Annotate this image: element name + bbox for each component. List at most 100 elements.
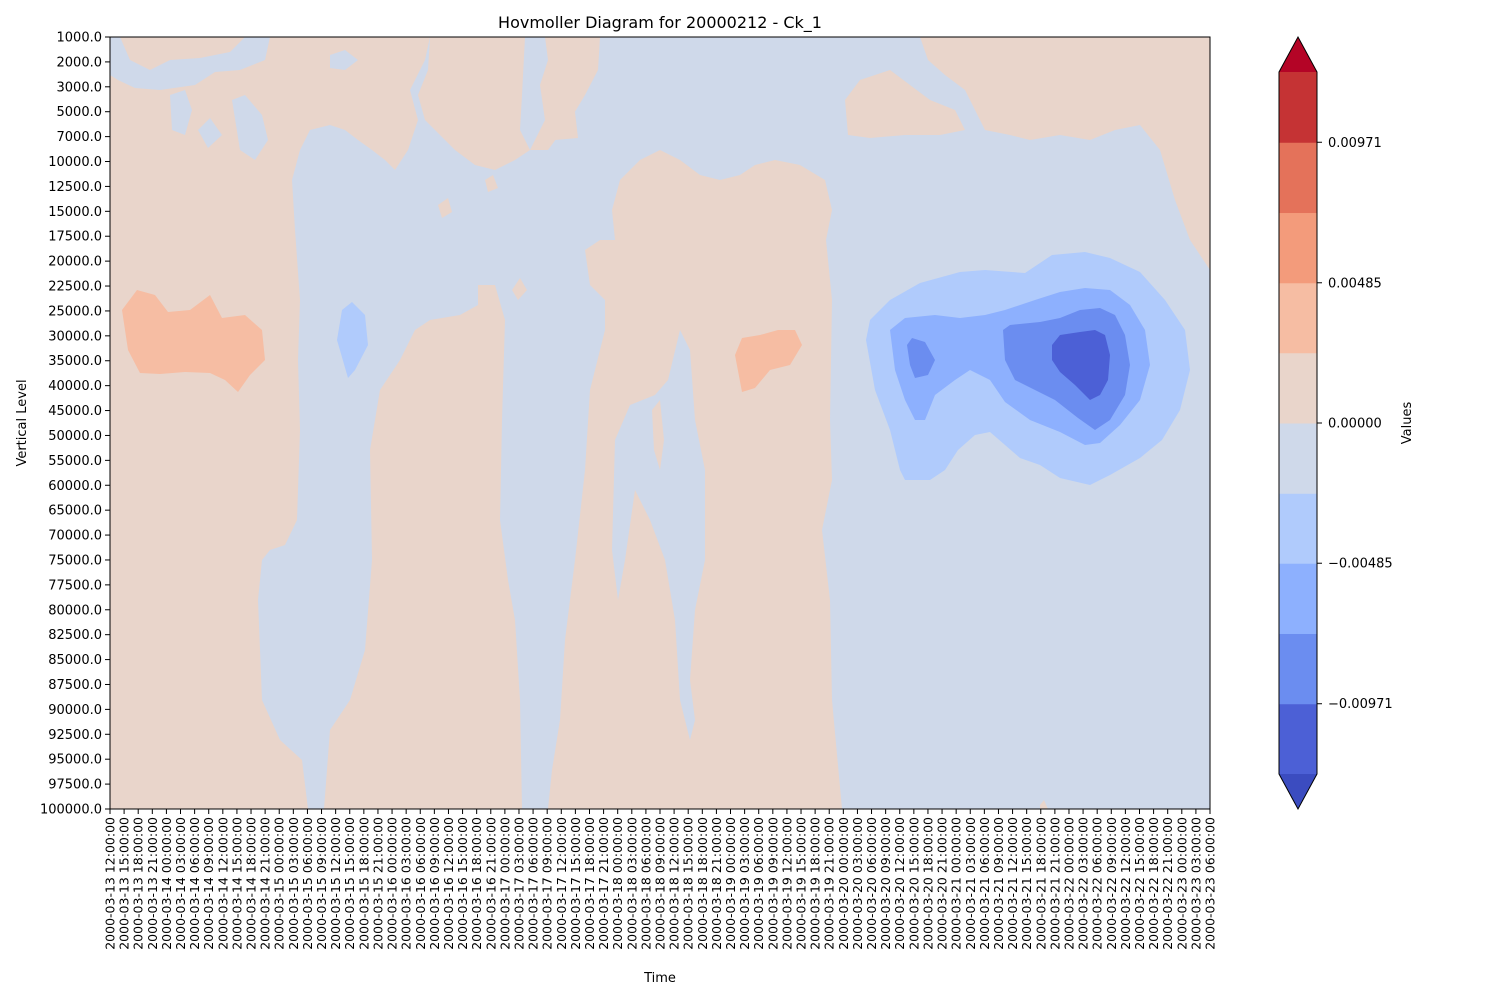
x-tick-label: 2000-03-13 18:00:00 [131,817,146,950]
x-tick-label: 2000-03-16 00:00:00 [385,817,400,950]
x-tick-label: 2000-03-21 15:00:00 [1019,817,1034,950]
positive-pocket-bottom-right [1040,800,1048,809]
x-tick-label: 2000-03-22 09:00:00 [1104,817,1119,950]
x-tick-label: 2000-03-23 06:00:00 [1203,817,1218,950]
positive-sliver [652,400,664,470]
y-tick-label: 75000.0 [48,553,102,568]
y-tick-label: 3000.0 [57,80,103,95]
negative-pocket-c [232,95,268,160]
x-tick-label: 2000-03-16 12:00:00 [441,817,456,950]
y-tick-label: 82500.0 [48,628,102,643]
y-tick-label: 50000.0 [48,429,102,444]
y-tick-label: 55000.0 [48,454,102,469]
x-tick-label: 2000-03-14 06:00:00 [187,817,202,950]
y-tick-label: 17500.0 [48,230,102,245]
colorbar-segment [1279,212,1317,284]
y-tick-label: 35000.0 [48,354,102,369]
x-tick-label: 2000-03-17 06:00:00 [526,817,541,950]
x-tick-label: 2000-03-14 15:00:00 [229,817,244,950]
y-tick-label: 45000.0 [48,404,102,419]
colorbar-tick-label: 0.00971 [1328,136,1382,151]
x-tick-label: 2000-03-22 06:00:00 [1090,817,1105,950]
y-tick-label: 87500.0 [48,678,102,693]
x-tick-label: 2000-03-19 00:00:00 [723,817,738,950]
colorbar-outline [1278,35,1318,811]
x-tick-label: 2000-03-20 12:00:00 [892,817,907,950]
x-tick-label: 2000-03-17 03:00:00 [511,817,526,950]
x-tick-label: 2000-03-19 21:00:00 [822,817,837,950]
y-axis-label: Vertical Level [15,379,30,466]
x-tick-label: 2000-03-20 15:00:00 [906,817,921,950]
y-tick-label: 12500.0 [48,180,102,195]
negative-column-center [520,37,548,150]
colorbar: 0.00971 0.00485 0.00000 −0.00485 −0.00971 [1278,35,1393,811]
x-tick-label: 2000-03-15 00:00:00 [272,817,287,950]
y-tick-label: 5000.0 [57,105,103,120]
negative-lens-mid [612,330,705,740]
x-tick-label: 2000-03-16 06:00:00 [413,817,428,950]
colorbar-extend-min [1279,774,1317,809]
x-tick-label: 2000-03-16 18:00:00 [469,817,484,950]
x-tick-label: 2000-03-22 18:00:00 [1146,817,1161,950]
y-tick-label: 1000.0 [57,31,103,46]
positive-region-main [110,37,430,809]
x-tick-label: 2000-03-18 12:00:00 [667,817,682,950]
colorbar-segment [1279,563,1317,634]
x-tick-label: 2000-03-16 09:00:00 [427,817,442,950]
x-tick-label: 2000-03-18 21:00:00 [709,817,724,950]
y-tick-label: 77500.0 [48,578,102,593]
x-tick-label: 2000-03-16 15:00:00 [455,817,470,950]
x-tick-label: 2000-03-15 06:00:00 [300,817,315,950]
positive-region-top-right [843,37,1210,270]
y-tick-label: 70000.0 [48,529,102,544]
x-axis: 2000-03-13 12:00:00 2000-03-13 15:00:00 20… [103,809,1218,950]
x-tick-label: 2000-03-17 15:00:00 [568,817,583,950]
x-tick-label: 2000-03-13 21:00:00 [145,817,160,950]
y-tick-label: 40000.0 [48,379,102,394]
chart-title: Hovmoller Diagram for 20000212 - Ck_1 [498,13,822,33]
x-tick-label: 2000-03-16 21:00:00 [483,817,498,950]
x-tick-label: 2000-03-20 21:00:00 [935,817,950,950]
y-tick-label: 30000.0 [48,329,102,344]
y-tick-label: 60000.0 [48,479,102,494]
y-axis: 1000.0 2000.0 3000.0 5000.0 7000.0 10000.0 125… [40,31,110,818]
negative-cell-level4 [1052,330,1110,400]
x-tick-label: 2000-03-15 15:00:00 [342,817,357,950]
x-tick-label: 2000-03-21 09:00:00 [991,817,1006,950]
colorbar-extend-max [1279,37,1317,72]
negative-cell-level3-left [907,338,935,378]
y-tick-label: 95000.0 [48,753,102,768]
positive-pocket-small-a [438,198,452,218]
x-tick-label: 2000-03-16 03:00:00 [399,817,414,950]
x-tick-label: 2000-03-18 00:00:00 [610,817,625,950]
positive-pocket-small-b [485,175,498,192]
colorbar-tick-label: 0.00485 [1328,276,1382,291]
colorbar-segment [1279,423,1317,494]
colorbar-label: Values [1400,402,1415,445]
x-tick-label: 2000-03-17 21:00:00 [596,817,611,950]
negative-pocket-b [198,118,222,148]
x-tick-label: 2000-03-14 03:00:00 [173,817,188,950]
x-tick-label: 2000-03-20 18:00:00 [920,817,935,950]
x-tick-label: 2000-03-18 03:00:00 [624,817,639,950]
x-tick-label: 2000-03-23 03:00:00 [1188,817,1203,950]
negative-pocket-d [330,50,358,70]
colorbar-segment [1279,633,1317,705]
x-tick-label: 2000-03-22 15:00:00 [1132,817,1147,950]
x-tick-label: 2000-03-15 18:00:00 [356,817,371,950]
x-tick-label: 2000-03-14 21:00:00 [258,817,273,950]
x-tick-label: 2000-03-23 00:00:00 [1174,817,1189,950]
y-tick-label: 97500.0 [48,778,102,793]
y-tick-label: 22500.0 [48,280,102,295]
x-tick-label: 2000-03-15 21:00:00 [370,817,385,950]
x-tick-label: 2000-03-20 06:00:00 [864,817,879,950]
x-tick-label: 2000-03-22 03:00:00 [1076,817,1091,950]
positive-blob-right [735,330,802,392]
x-tick-label: 2000-03-21 18:00:00 [1033,817,1048,950]
x-tick-label: 2000-03-13 12:00:00 [103,817,118,950]
x-tick-label: 2000-03-14 09:00:00 [201,817,216,950]
x-tick-label: 2000-03-20 03:00:00 [850,817,865,950]
x-tick-label: 2000-03-13 15:00:00 [117,817,132,950]
